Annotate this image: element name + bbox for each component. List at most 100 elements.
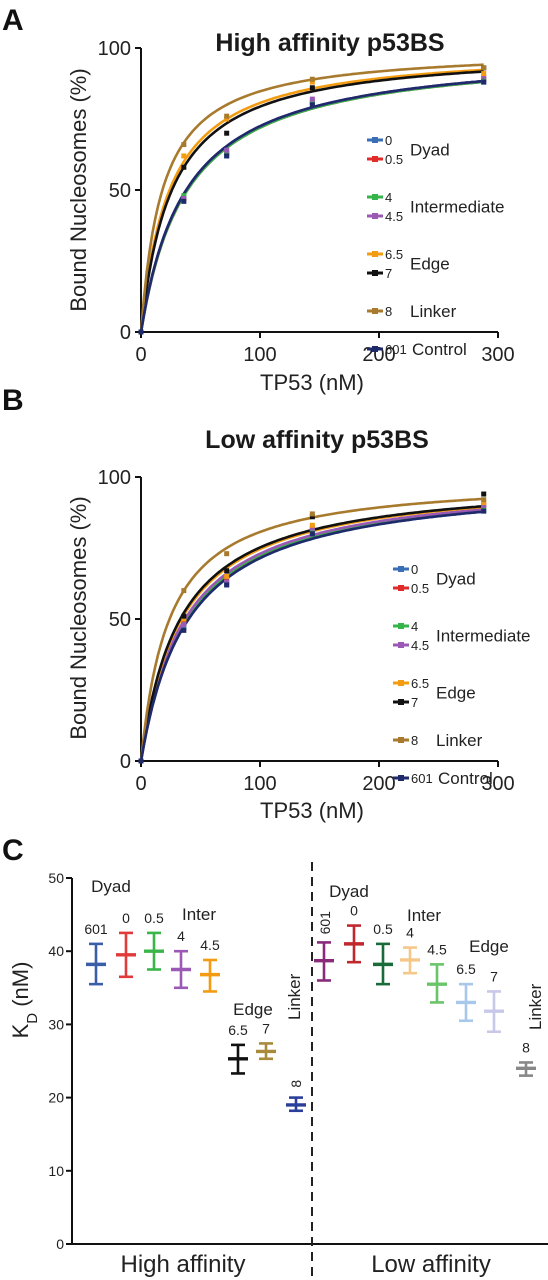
data-point-4: [481, 505, 487, 511]
kd-errorbar-high-0: [116, 931, 136, 979]
kd-label-8: 8: [522, 1039, 530, 1055]
panel-a: A High affinity p53BS TP53 (nM) Bound Nu…: [2, 4, 515, 395]
data-point-8: [309, 76, 315, 82]
kd-errorbar-low-0.5: [373, 942, 393, 986]
y-tick-label: 50: [109, 180, 131, 202]
y-tick-label: 100: [98, 38, 131, 60]
data-point-8: [224, 113, 230, 119]
legend-group-dyad: Dyad: [436, 570, 476, 589]
chart-b-curves: [139, 497, 484, 762]
legend-num-8: 8: [385, 304, 392, 319]
kd-errorbar-low-4.5: [427, 963, 447, 1004]
x-tick-label: 300: [481, 773, 514, 795]
legend-group-intermediate: Intermediate: [410, 198, 505, 217]
data-point-4: [224, 150, 230, 156]
legend-marker-8: [372, 308, 378, 314]
kd-label-7: 7: [262, 1020, 270, 1036]
data-point-6.5: [224, 116, 230, 122]
kd-label-601: 601: [84, 921, 108, 937]
kd-label-7: 7: [490, 968, 498, 984]
legend-num-6.5: 6.5: [411, 676, 429, 691]
data-point-7: [309, 514, 315, 520]
kd-errorbar-high-0.5: [144, 931, 164, 971]
kd-errorbar-low-0: [344, 924, 364, 964]
kd-label-0.5: 0.5: [144, 910, 164, 926]
data-point-6.5: [181, 153, 187, 159]
data-point-7: [181, 164, 187, 170]
chart-b-legend: 0 0.5 4 4.5 6.5 7 8 601 Dyad Intermediate Edge Link…: [393, 562, 531, 788]
data-point-6.5: [481, 71, 487, 77]
legend-marker-0: [398, 566, 404, 572]
data-point-601: [481, 508, 487, 514]
kd-label-8: 8: [288, 1080, 304, 1088]
data-point-4.5: [181, 196, 187, 202]
legend-num-6.5: 6.5: [385, 247, 403, 262]
legend-marker-7: [372, 270, 378, 276]
chart-a-title: High affinity p53BS: [215, 29, 444, 57]
kd-label-0.5: 0.5: [373, 921, 393, 937]
data-point-7: [481, 491, 487, 497]
data-point-601: [309, 102, 315, 108]
kd-errorbar-high-7: [256, 1042, 276, 1061]
legend-marker-6.5: [398, 680, 404, 686]
fit-curve-4.5: [139, 508, 484, 762]
y-tick-label: 100: [98, 467, 131, 489]
group-annotation-linker: Linker: [526, 983, 545, 1030]
group-annotation-dyad: Dyad: [91, 877, 131, 896]
legend-marker-7: [398, 699, 404, 705]
kd-errorbar-high-601: [86, 942, 106, 986]
data-point-601: [481, 79, 487, 85]
data-point-8: [224, 551, 230, 557]
x-tick-label: 200: [362, 773, 395, 795]
legend-marker-4.5: [398, 642, 404, 648]
data-point-8: [481, 65, 487, 71]
fit-curve-7: [139, 70, 484, 333]
data-point-6.5: [181, 616, 187, 622]
fit-curve-7: [139, 504, 484, 762]
kd-errorbar-low-601: [314, 941, 334, 982]
data-point-601: [309, 531, 315, 537]
legend-marker-4.5: [372, 213, 378, 219]
data-point-6.5: [309, 79, 315, 85]
legend-num-4.5: 4.5: [385, 209, 403, 224]
legend-num-7: 7: [385, 266, 392, 281]
x-tick-label: 300: [481, 344, 514, 366]
kd-label-4: 4: [177, 928, 185, 944]
chart-b-ylabel: Bound Nucleosomes (%): [66, 496, 91, 739]
kd-label-0: 0: [350, 903, 358, 919]
kd-label-4.5: 4.5: [427, 941, 447, 957]
data-point-4: [309, 528, 315, 534]
legend-num-4: 4: [385, 190, 392, 205]
data-point-601: [224, 582, 230, 588]
panel-letter-c: C: [2, 834, 24, 867]
legend-num-0.5: 0.5: [385, 152, 403, 167]
legend-marker-0: [372, 137, 378, 143]
kd-errorbar-high-4: [171, 949, 191, 990]
kd-label-6.5: 6.5: [228, 1022, 248, 1038]
chart-c-ylabel: KD (nM): [8, 962, 41, 1039]
y-tick-label: 0: [56, 1236, 64, 1252]
legend-num-0: 0: [385, 133, 392, 148]
panel-b: B Low affinity p53BS TP53 (nM) Bound Nuc…: [2, 384, 531, 823]
legend-group-control: Control: [412, 340, 467, 359]
legend-group-linker: Linker: [436, 731, 483, 750]
data-point-4.5: [481, 73, 487, 79]
panel-letter-a: A: [2, 4, 24, 37]
kd-errorbar-low-4: [400, 946, 420, 975]
fit-curve-601: [139, 510, 484, 762]
chart-a-xlabel: TP53 (nM): [260, 370, 364, 395]
legend-num-0: 0: [411, 562, 418, 577]
data-point-0: [181, 625, 187, 631]
legend-group-intermediate: Intermediate: [436, 627, 531, 646]
group-annotation-inter: Inter: [407, 906, 441, 925]
data-point-4.5: [224, 579, 230, 585]
group-annotation-edge: Edge: [469, 937, 509, 956]
panel-letter-b: B: [2, 384, 24, 417]
legend-marker-601: [372, 346, 378, 352]
x-tick-label: 100: [243, 344, 276, 366]
kd-errorbar-low-6.5: [456, 982, 476, 1023]
